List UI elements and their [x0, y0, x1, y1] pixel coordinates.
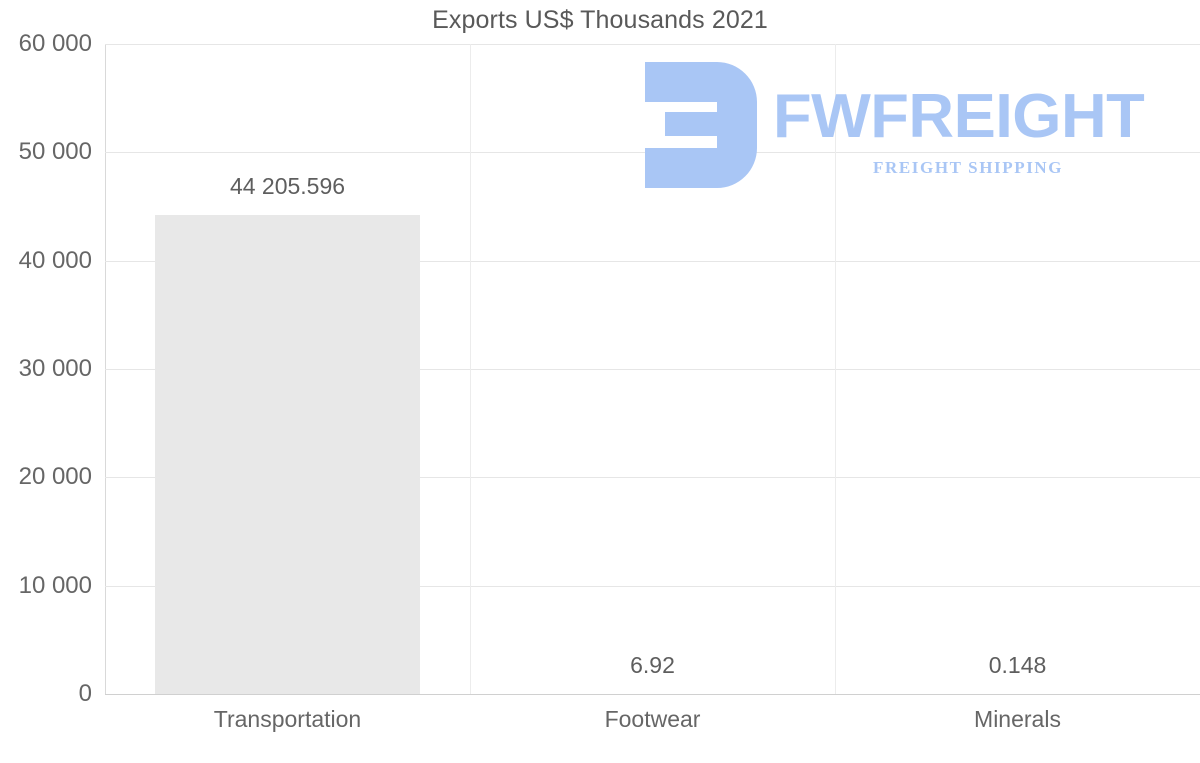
bar-value-label: 6.92	[630, 651, 675, 678]
y-axis-tick-label: 20 000	[18, 463, 92, 491]
gridline-horizontal	[105, 44, 1200, 45]
gridline-vertical	[835, 44, 836, 694]
plot-area: 44 205.596 6.92 0.148	[105, 44, 1200, 695]
x-axis-tick-label: Footwear	[604, 706, 701, 732]
y-axis-tick-label: 50 000	[18, 138, 92, 166]
gridline-horizontal	[105, 694, 1200, 695]
gridline-horizontal	[105, 369, 1200, 370]
x-axis-tick-label: Minerals	[974, 706, 1061, 732]
gridline-horizontal	[105, 260, 1200, 262]
y-axis-tick-labels: 0 10 000 20 000 30 000 40 000 50 000 60 000	[0, 30, 1200, 707]
gridline-horizontal	[105, 477, 1200, 479]
gridline-horizontal	[105, 152, 1200, 154]
y-axis-tick-label: 10 000	[18, 571, 92, 599]
y-axis-tick-label: 30 000	[18, 355, 92, 382]
gridline-horizontal	[105, 585, 1200, 587]
chart-title: Exports US$ Thousands 2021	[432, 6, 768, 34]
bar-value-label: 44 205.596	[229, 173, 346, 200]
y-axis-tick-label: 40 000	[18, 246, 92, 274]
bar[interactable]	[155, 215, 420, 694]
gridline-vertical	[470, 44, 471, 694]
x-axis-tick-label: Transportation	[213, 706, 362, 732]
bar-value-label: 0.148	[988, 651, 1047, 678]
y-axis-tick-label: 0	[78, 680, 92, 707]
y-axis-tick-label: 60 000	[18, 30, 92, 57]
